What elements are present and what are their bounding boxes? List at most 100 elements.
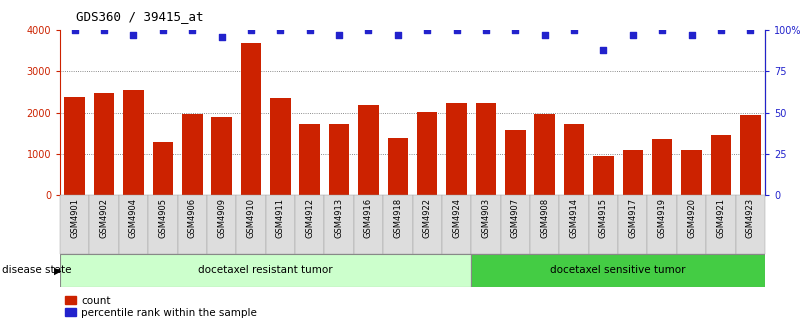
Text: GSM4914: GSM4914 — [570, 198, 578, 238]
Bar — [94, 93, 115, 195]
Bar — [622, 150, 643, 195]
Text: docetaxel resistant tumor: docetaxel resistant tumor — [199, 265, 333, 276]
Bar — [501, 195, 530, 254]
Point — [244, 28, 257, 33]
Point — [714, 28, 727, 33]
Bar — [152, 142, 173, 195]
Text: GSM4910: GSM4910 — [247, 198, 256, 238]
Text: docetaxel sensitive tumor: docetaxel sensitive tumor — [550, 265, 686, 276]
Bar — [413, 195, 442, 254]
Bar — [564, 124, 584, 195]
Text: GSM4912: GSM4912 — [305, 198, 314, 238]
Text: GSM4905: GSM4905 — [159, 198, 167, 238]
Text: GSM4913: GSM4913 — [335, 198, 344, 238]
Bar — [123, 90, 144, 195]
Bar — [442, 195, 471, 254]
Bar — [735, 195, 765, 254]
Bar — [618, 195, 647, 254]
Text: GSM4904: GSM4904 — [129, 198, 138, 238]
Bar — [182, 114, 203, 195]
Bar — [236, 195, 266, 254]
Text: GSM4908: GSM4908 — [540, 198, 549, 238]
Bar — [589, 195, 618, 254]
Text: GSM4915: GSM4915 — [599, 198, 608, 238]
Point — [332, 33, 345, 38]
Text: GSM4907: GSM4907 — [511, 198, 520, 238]
Point — [656, 28, 669, 33]
Point — [215, 34, 228, 40]
Point — [480, 28, 493, 33]
Text: GSM4906: GSM4906 — [187, 198, 197, 238]
Point — [421, 28, 433, 33]
Text: GSM4921: GSM4921 — [716, 198, 726, 238]
Bar — [270, 98, 291, 195]
Bar — [471, 195, 501, 254]
Point — [744, 28, 757, 33]
Bar — [240, 43, 261, 195]
Bar — [677, 195, 706, 254]
Bar — [211, 118, 232, 195]
Point — [68, 28, 81, 33]
Text: ▶: ▶ — [54, 265, 62, 276]
Point — [127, 33, 140, 38]
Text: GSM4901: GSM4901 — [70, 198, 79, 238]
Bar — [358, 105, 379, 195]
Point — [98, 28, 111, 33]
Bar — [178, 195, 207, 254]
Text: GSM4922: GSM4922 — [423, 198, 432, 238]
Text: disease state: disease state — [2, 265, 71, 276]
Text: GSM4909: GSM4909 — [217, 198, 226, 238]
Point — [362, 28, 375, 33]
Text: GSM4924: GSM4924 — [452, 198, 461, 238]
Text: GSM4916: GSM4916 — [364, 198, 373, 238]
Text: GSM4917: GSM4917 — [628, 198, 638, 238]
Bar — [119, 195, 148, 254]
Text: GSM4903: GSM4903 — [481, 198, 490, 238]
Text: GSM4902: GSM4902 — [99, 198, 109, 238]
Bar — [530, 195, 559, 254]
Bar — [593, 156, 614, 195]
Bar — [148, 195, 178, 254]
Bar — [681, 150, 702, 195]
Bar — [388, 138, 408, 195]
Bar — [300, 124, 320, 195]
Point — [597, 47, 610, 53]
Point — [538, 33, 551, 38]
Bar — [383, 195, 413, 254]
Bar — [505, 130, 525, 195]
Bar — [295, 195, 324, 254]
Point — [450, 28, 463, 33]
Bar — [90, 195, 119, 254]
Bar — [740, 115, 760, 195]
Point — [274, 28, 287, 33]
Legend: count, percentile rank within the sample: count, percentile rank within the sample — [66, 296, 257, 318]
Text: GSM4919: GSM4919 — [658, 198, 666, 238]
Bar — [471, 254, 765, 287]
Bar — [417, 112, 437, 195]
Bar — [706, 195, 735, 254]
Bar — [446, 103, 467, 195]
Bar — [559, 195, 589, 254]
Bar — [354, 195, 383, 254]
Bar — [324, 195, 354, 254]
Point — [304, 28, 316, 33]
Bar — [60, 195, 90, 254]
Text: GSM4911: GSM4911 — [276, 198, 285, 238]
Bar — [647, 195, 677, 254]
Bar — [710, 135, 731, 195]
Text: GSM4918: GSM4918 — [393, 198, 402, 238]
Point — [626, 33, 639, 38]
Text: GSM4920: GSM4920 — [687, 198, 696, 238]
Text: GSM4923: GSM4923 — [746, 198, 755, 238]
Bar — [534, 114, 555, 195]
Bar — [60, 254, 471, 287]
Point — [392, 33, 405, 38]
Point — [186, 28, 199, 33]
Bar — [64, 97, 85, 195]
Point — [568, 28, 581, 33]
Bar — [207, 195, 236, 254]
Point — [685, 33, 698, 38]
Bar — [652, 139, 672, 195]
Point — [509, 28, 521, 33]
Bar — [476, 103, 496, 195]
